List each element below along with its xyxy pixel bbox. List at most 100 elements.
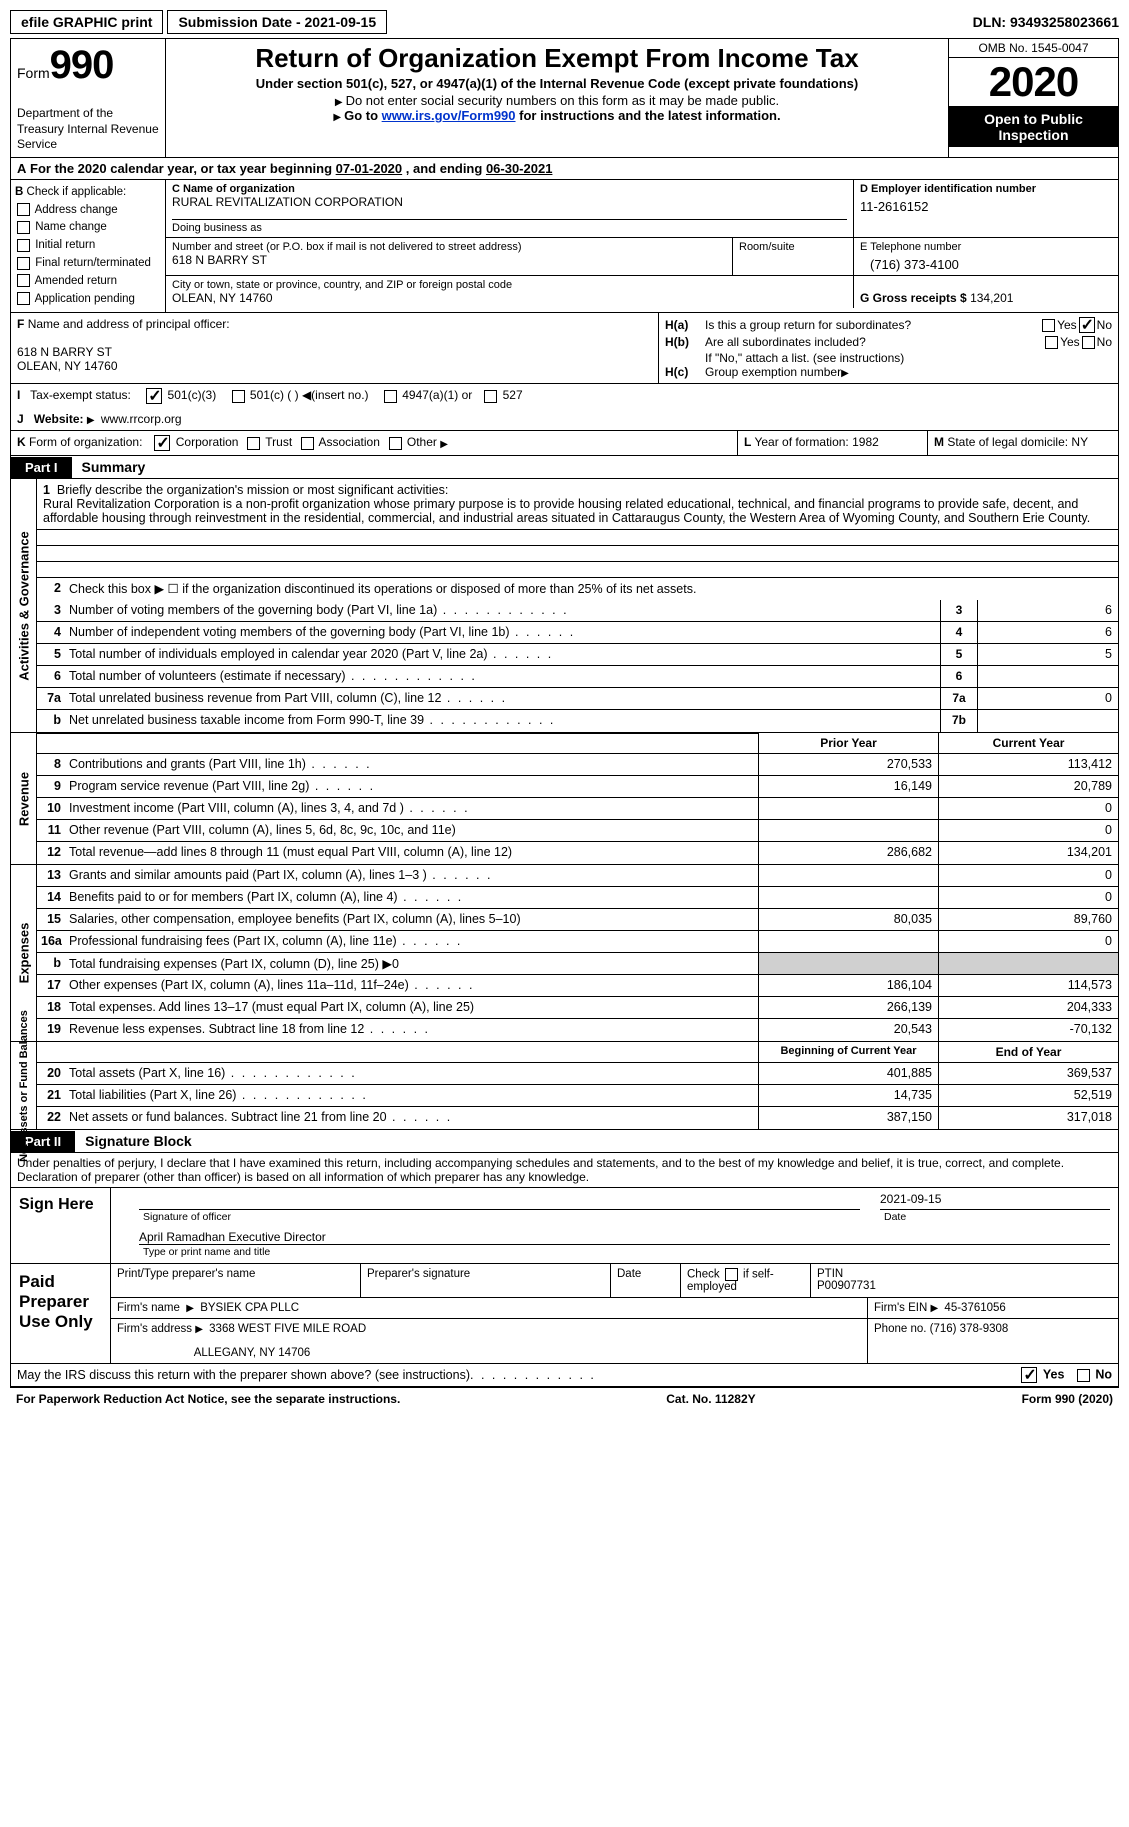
open-public: Open to Public Inspection (949, 107, 1118, 147)
current-year-head: Current Year (938, 733, 1118, 753)
row-i: I Tax-exempt status: 501(c)(3) 501(c) ( … (10, 384, 1119, 408)
volunteers (978, 666, 1118, 687)
row-a: A For the 2020 calendar year, or tax yea… (10, 158, 1119, 180)
exp-line-14: 14 Benefits paid to or for members (Part… (37, 887, 1118, 909)
check-self-employed[interactable] (725, 1268, 738, 1281)
check-4947[interactable] (384, 390, 397, 403)
row-klm: K Form of organization: Corporation Trus… (10, 431, 1119, 456)
part1-bar: Part I Summary (10, 456, 1119, 479)
dln-value: 93493258023661 (1010, 14, 1119, 30)
gov-line-4: 4 Number of independent voting members o… (37, 622, 1118, 644)
paid-preparer-block: Paid Preparer Use Only Print/Type prepar… (10, 1264, 1119, 1364)
exp-line-16a: 16a Professional fundraising fees (Part … (37, 931, 1118, 953)
check-501c3[interactable] (146, 388, 162, 404)
net-line-22: 22 Net assets or fund balances. Subtract… (37, 1107, 1118, 1129)
dln: DLN: 93493258023661 (973, 14, 1119, 30)
gov-line-5: 5 Total number of individuals employed i… (37, 644, 1118, 666)
revenue-headers: Prior Year Current Year (37, 733, 1118, 754)
check-other[interactable] (389, 437, 402, 450)
subtitle-3: Go to www.irs.gov/Form990 for instructio… (174, 108, 940, 123)
sidebar-net: Net Assets or Fund Balances (11, 1042, 37, 1129)
form-number: 990 (50, 43, 114, 87)
col-l: L Year of formation: 1982 (738, 431, 928, 455)
tax-year: 2020 (949, 58, 1118, 107)
check-address-change[interactable] (17, 203, 30, 216)
check-application-pending[interactable] (17, 292, 30, 305)
check-corporation[interactable] (154, 435, 170, 451)
sig-date: 2021-09-15 (880, 1192, 1110, 1210)
check-trust[interactable] (247, 437, 260, 450)
check-association[interactable] (301, 437, 314, 450)
label-b: B (15, 186, 23, 198)
org-name-cell: C Name of organization RURAL REVITALIZAT… (166, 180, 853, 237)
tax-year-begin: 07-01-2020 (336, 161, 403, 176)
mission-block: 1 Briefly describe the organization's mi… (37, 479, 1118, 530)
form-title: Return of Organization Exempt From Incom… (174, 43, 940, 74)
top-bar: efile GRAPHIC print Submission Date - 20… (10, 10, 1119, 34)
discuss-yes[interactable] (1021, 1367, 1037, 1383)
gov-line-2: 2 Check this box ▶ ☐ if the organization… (37, 578, 1118, 600)
ha-no[interactable] (1079, 317, 1095, 333)
ein: 11-2616152 (860, 199, 1112, 214)
prior-year-head: Prior Year (758, 733, 938, 753)
hb-no[interactable] (1082, 336, 1095, 349)
part2-title: Signature Block (75, 1130, 202, 1152)
gross-receipts: 134,201 (970, 291, 1013, 305)
rev-line-11: 11 Other revenue (Part VIII, column (A),… (37, 820, 1118, 842)
city-state-zip: OLEAN, NY 14760 (172, 291, 847, 305)
gov-line-7b: b Net unrelated business taxable income … (37, 710, 1118, 732)
firm-addr2: ALLEGANY, NY 14706 (194, 1347, 311, 1359)
sidebar-revenue: Revenue (11, 733, 37, 864)
ha-yes[interactable] (1042, 319, 1055, 332)
voting-members: 6 (978, 600, 1118, 621)
submission-date: 2021-09-15 (305, 14, 377, 30)
gov-line-6: 6 Total number of volunteers (estimate i… (37, 666, 1118, 688)
exp-line-17: 17 Other expenses (Part IX, column (A), … (37, 975, 1118, 997)
discuss-no[interactable] (1077, 1369, 1090, 1382)
submission-box: Submission Date - 2021-09-15 (167, 10, 387, 34)
gov-line-3: 3 Number of voting members of the govern… (37, 600, 1118, 622)
rev-line-9: 9 Program service revenue (Part VIII, li… (37, 776, 1118, 798)
irs-link[interactable]: www.irs.gov/Form990 (382, 108, 516, 123)
officer-name-title: April Ramadhan Executive Director (139, 1230, 1110, 1245)
check-527[interactable] (484, 390, 497, 403)
label-f: F (17, 317, 24, 331)
officer-addr2: OLEAN, NY 14760 (17, 359, 118, 373)
form-footer: Form 990 (2020) (1022, 1392, 1113, 1406)
governance-section: Activities & Governance 1 Briefly descri… (10, 479, 1119, 733)
check-name-change[interactable] (17, 221, 30, 234)
officer-addr1: 618 N BARRY ST (17, 345, 112, 359)
check-501c[interactable] (232, 390, 245, 403)
form-label: Form (17, 65, 50, 81)
label-k: K (17, 436, 26, 450)
subtitle-1: Under section 501(c), 527, or 4947(a)(1)… (174, 76, 940, 91)
city-cell: City or town, state or province, country… (166, 276, 853, 308)
paid-preparer-label: Paid Preparer Use Only (11, 1264, 111, 1363)
dln-label: DLN: (973, 14, 1010, 30)
ein-cell: D Employer identification number 11-2616… (853, 180, 1118, 237)
rev-line-12: 12 Total revenue—add lines 8 through 11 … (37, 842, 1118, 864)
label-a: A (17, 161, 26, 176)
expenses-section: Expenses 13 Grants and similar amounts p… (10, 865, 1119, 1042)
state-domicile: NY (1071, 435, 1088, 449)
dept-text: Department of the Treasury Internal Reve… (17, 106, 159, 153)
net-line-21: 21 Total liabilities (Part X, line 26) 1… (37, 1085, 1118, 1107)
check-initial-return[interactable] (17, 239, 30, 252)
independent-members: 6 (978, 622, 1118, 643)
exp-line-16b: b Total fundraising expenses (Part IX, c… (37, 953, 1118, 975)
check-amended-return[interactable] (17, 274, 30, 287)
hb-yes[interactable] (1045, 336, 1058, 349)
year-formation: 1982 (852, 435, 879, 449)
tax-year-end: 06-30-2021 (486, 161, 553, 176)
discuss-row: May the IRS discuss this return with the… (10, 1364, 1119, 1387)
street-address: 618 N BARRY ST (172, 253, 726, 267)
omb-number: OMB No. 1545-0047 (949, 39, 1118, 58)
net-headers: Beginning of Current Year End of Year (37, 1042, 1118, 1063)
mission-text: Rural Revitalization Corporation is a no… (43, 497, 1090, 525)
row-j: J Website: www.rrcorp.org (10, 408, 1119, 431)
firm-name: BYSIEK CPA PLLC (200, 1302, 299, 1314)
gov-line-7a: 7a Total unrelated business revenue from… (37, 688, 1118, 710)
header-left: Form990 Department of the Treasury Inter… (11, 39, 166, 157)
part2-bar: Part II Signature Block (10, 1130, 1119, 1153)
check-final-return[interactable] (17, 257, 30, 270)
